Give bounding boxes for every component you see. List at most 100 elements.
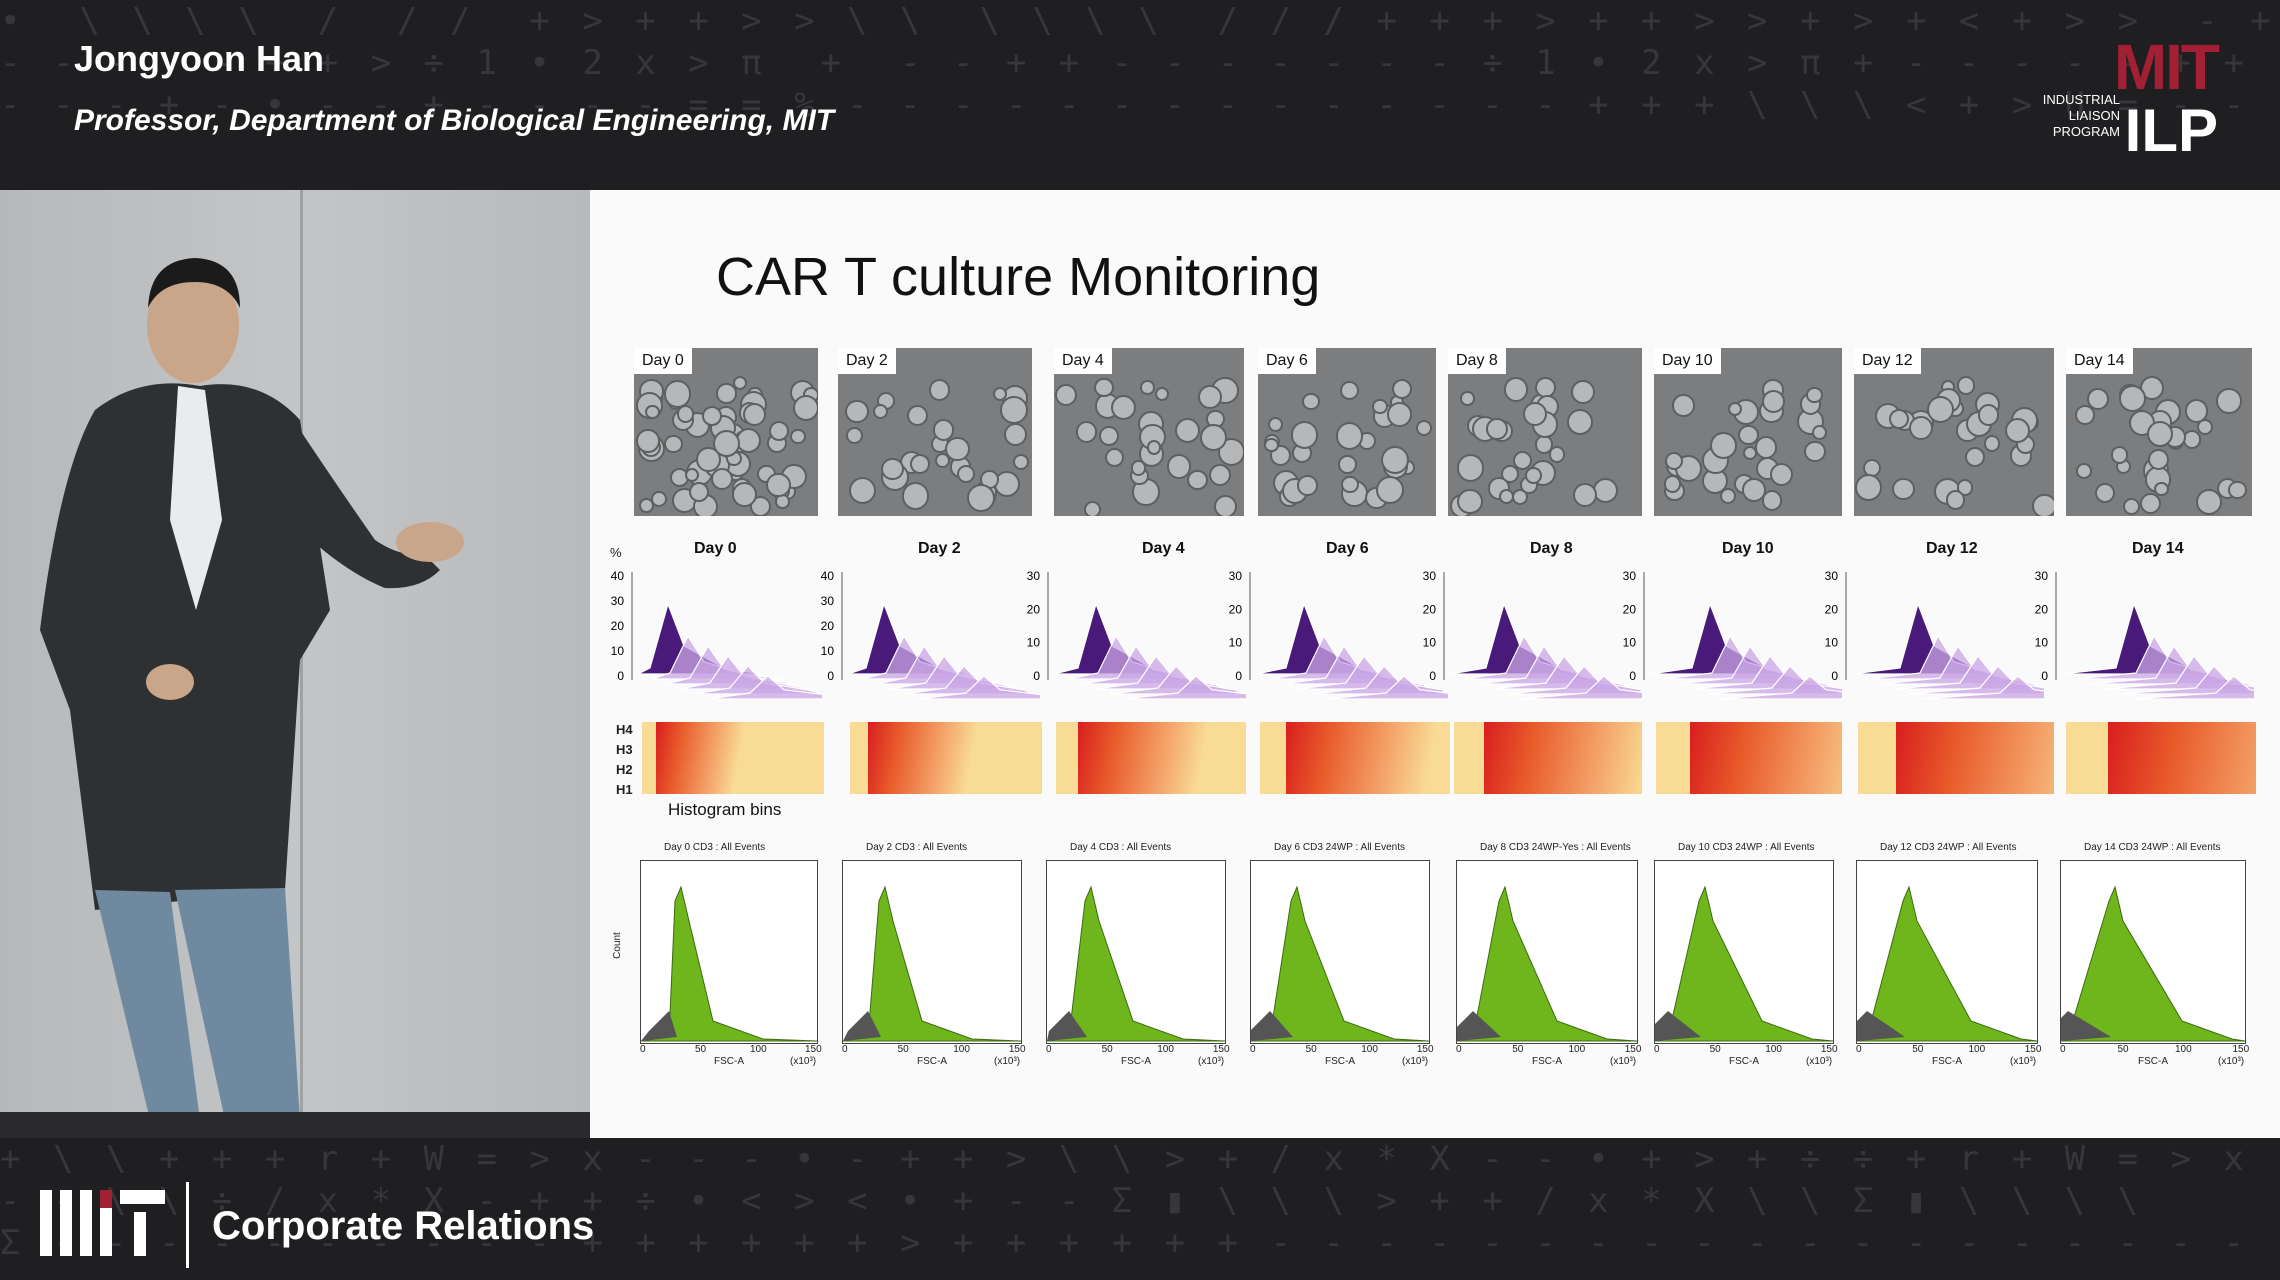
ridge-plot: 30 20 10 0 [1229,569,1448,700]
flow-plot [1648,860,1834,1044]
cell-blob [1335,422,1364,450]
cell-blob [1593,478,1619,504]
flow-plot-title: Day 2 CD3 : All Events [866,842,968,853]
flow-plot [1046,860,1226,1044]
cell-blob [2139,493,2161,515]
cell-blob [1889,408,1910,429]
ridge-plot: 40 30 20 10 0 [611,569,822,700]
cell-blob [1983,435,2001,452]
cell-blob [2118,385,2146,413]
cell-blob [1485,418,1508,441]
cell-blob [2228,480,2247,500]
ridge-series [1719,675,1842,700]
cell-blob [1908,416,1933,441]
heatmap-hotspot [868,722,1042,794]
cell-blob [769,420,790,441]
flow-x-tick: 50 [1912,1044,1924,1055]
mit-ilp-logo: MIT INDUSTRIAL LIAISON PROGRAM ILP [2028,30,2220,164]
cell-blob [1811,424,1828,441]
flow-x-label: FSC-A [2138,1056,2168,1067]
photo-day-label: Day 2 [838,348,896,374]
cell-blob [1267,416,1283,433]
speaker-title: Professor, Department of Biological Engi… [74,104,835,137]
cell-blob [1174,418,1200,444]
y-tick-label: 20 [1825,602,1839,616]
microscopy-photo-day-14: Day 14 [2066,348,2252,516]
decorative-glyph-pattern: + \ \ + + + r + W = > x - - - • - + + > … [0,1139,2250,1263]
wall-seam [300,190,303,1138]
ridge-series [1325,675,1448,700]
flow-x-tick: 100 [1157,1044,1174,1055]
flow-x-tick: 150 [1820,1044,1838,1055]
y-tick-label: 0 [1629,669,1636,683]
flow-histogram-debris [1453,1011,1501,1041]
flow-x-tick: 100 [953,1044,970,1055]
cell-blob [1075,421,1098,443]
cell-blob [932,419,955,441]
flow-histogram [1456,885,1638,1042]
y-tick-label: 30 [821,594,835,608]
cell-blob [701,405,723,427]
cell-blob [848,477,876,505]
decorative-glyph-pattern: • \ \ \ \ / / / + > + + > > \ \ \ \ \ \ … [0,1,2280,125]
heatmap-hotspot [2108,722,2256,794]
heatmap [850,722,1042,794]
flow-x-unit: (x10³) [2218,1056,2245,1067]
cell-blob [1264,437,1280,453]
ilp-logo-ilp-text: ILP [2124,97,2218,164]
flow-histogram-debris [843,1011,881,1041]
flow-x-tick: 150 [1624,1044,1642,1055]
y-tick-label: 10 [1825,636,1839,650]
photo-day-label: Day 0 [634,348,692,374]
flow-histogram-debris [2048,1011,2111,1041]
heatmap-hotspot [656,722,824,794]
flow-x-label: FSC-A [1325,1056,1355,1067]
flow-plot-title: Day 10 CD3 24WP : All Events [1678,842,1815,853]
cell-blob [873,404,889,420]
cell-blob [1140,380,1155,395]
y-tick-label: 30 [1623,569,1637,583]
flow-histogram [1856,885,2038,1042]
cell-blob [732,481,758,507]
cell-blob [1742,445,1758,461]
cell-blob [1376,475,1405,504]
y-axis-unit: % [610,545,622,560]
cell-blob [1567,408,1594,436]
flow-x-tick: 150 [805,1044,822,1055]
heatmap-hotspot [1896,722,2054,794]
microscopy-photo-day-10: Day 10 [1654,348,1842,516]
y-tick-label: 0 [1235,669,1242,683]
cell-blob [636,429,660,453]
cell-blob [1663,475,1682,493]
ridge-plot: 30 20 10 0 [1623,569,1842,700]
stage-floor [0,1112,590,1138]
y-tick-label: 0 [2041,669,2048,683]
y-tick-label: 10 [2035,636,2049,650]
cell-blob [1742,477,1766,502]
cell-blob [1522,402,1547,427]
flow-x-tick: 100 [2175,1044,2192,1055]
cell-blob [1111,394,1137,420]
cell-blob [907,404,929,426]
heat-label-h4: H4 [616,722,633,737]
cell-blob [1804,440,1827,463]
ridge-day-label: Day 8 [1530,540,1573,557]
ridge-series [1123,675,1246,700]
cell-blob [1154,386,1169,402]
photo-day-label: Day 4 [1054,348,1112,374]
flow-histogram-debris [1250,1011,1293,1041]
cell-blob [2123,498,2141,516]
cell-blob [1198,384,1223,409]
cell-blob [1094,377,1114,398]
flow-x-unit: (x10³) [1402,1056,1429,1067]
flow-plot-title: Day 14 CD3 24WP : All Events [2084,842,2221,853]
heatmap-hotspot [1690,722,1842,794]
flow-x-tick: 0 [1456,1044,1462,1055]
ridge-plot: 40 30 20 10 0 [821,569,1040,700]
flow-x-unit: (x10³) [1806,1056,1833,1067]
cell-blob [1130,460,1147,476]
flow-histogram-debris [1047,1011,1087,1041]
cell-blob [902,482,930,510]
cell-blob [766,473,791,498]
flow-x-tick: 100 [1765,1044,1782,1055]
